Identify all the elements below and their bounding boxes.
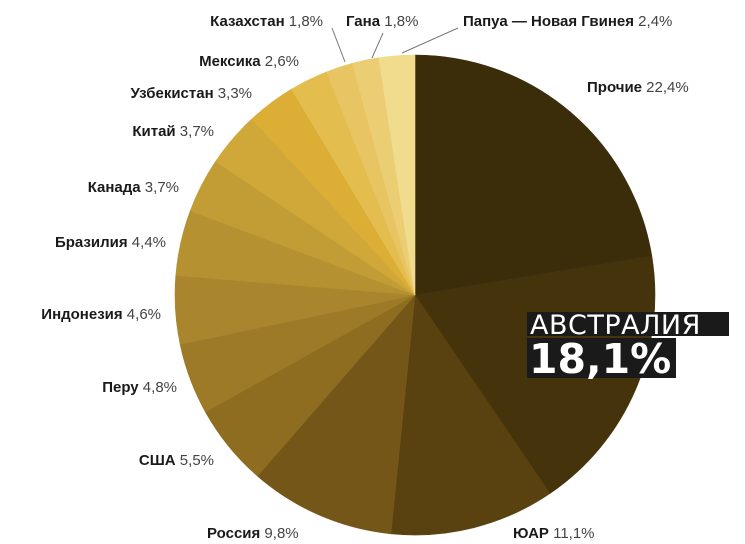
leader-line — [401, 27, 459, 54]
slice-label-name: Китай — [132, 123, 175, 140]
slice-label-name: Папуа — Новая Гвинея — [463, 13, 634, 30]
slice-label: Мексика 2,6% — [199, 53, 299, 70]
slice-label: Россия 9,8% — [207, 525, 299, 542]
slice-label-value: 3,3% — [214, 85, 252, 102]
slice-label-value: 11,1% — [549, 525, 595, 542]
slice-label-value: 4,6% — [123, 306, 161, 323]
slice-label: Гана 1,8% — [346, 13, 418, 30]
highlight-label: АВСТРАЛИЯ — [530, 310, 701, 341]
slice-label-name: Перу — [102, 379, 139, 396]
pie-slice — [378, 54, 416, 296]
slice-label-value: 4,4% — [128, 234, 166, 251]
leader-line — [331, 27, 346, 63]
slice-label-name: США — [139, 452, 176, 469]
highlight-value: 18,1% — [529, 335, 671, 383]
slice-label: Узбекистан 3,3% — [131, 85, 252, 102]
slice-label-name: Гана — [346, 13, 381, 30]
slice-label-value: 2,4% — [634, 13, 672, 30]
slice-label-value: 5,5% — [176, 452, 214, 469]
slice-label-value: 3,7% — [141, 179, 179, 196]
slice-label-value: 3,7% — [176, 123, 214, 140]
slice-label-value: 2,6% — [261, 53, 299, 70]
slice-label: Канада 3,7% — [88, 179, 179, 196]
slice-label-value: 9,8% — [260, 525, 298, 542]
slice-label-value: 1,8% — [285, 13, 323, 30]
slice-label: Прочие 22,4% — [587, 79, 689, 96]
highlight-callout: АВСТРАЛИЯ 18,1% — [527, 310, 729, 383]
leader-line — [371, 32, 384, 59]
slice-label-name: ЮАР — [513, 525, 549, 542]
pie-slice — [256, 294, 416, 535]
slice-label: США 5,5% — [139, 452, 214, 469]
slice-label-value: 1,8% — [380, 13, 418, 30]
slice-label-name: Бразилия — [55, 234, 128, 251]
highlight-label-box — [527, 312, 729, 336]
slice-label-value: 22,4% — [642, 79, 689, 96]
slice-label: ЮАР 11,1% — [513, 525, 595, 542]
pie-slice — [414, 54, 653, 296]
slice-label-name: Индонезия — [41, 306, 122, 323]
slice-label-value: 4,8% — [139, 379, 177, 396]
slice-label: Бразилия 4,4% — [55, 234, 166, 251]
slice-label-name: Казахстан — [210, 13, 285, 30]
slice-label-name: Россия — [207, 525, 260, 542]
slice-label-name: Канада — [88, 179, 142, 196]
slice-label: Индонезия 4,6% — [41, 306, 161, 323]
pie-slice — [390, 294, 551, 536]
slice-label: Перу 4,8% — [102, 379, 177, 396]
slice-label-name: Прочие — [587, 79, 642, 96]
highlight-value-box — [527, 338, 676, 378]
slice-label: Китай 3,7% — [132, 123, 214, 140]
slice-label: Папуа — Новая Гвинея 2,4% — [463, 13, 672, 30]
slice-label-name: Мексика — [199, 53, 261, 70]
slice-label-name: Узбекистан — [131, 85, 214, 102]
slice-label: Казахстан 1,8% — [210, 13, 323, 30]
